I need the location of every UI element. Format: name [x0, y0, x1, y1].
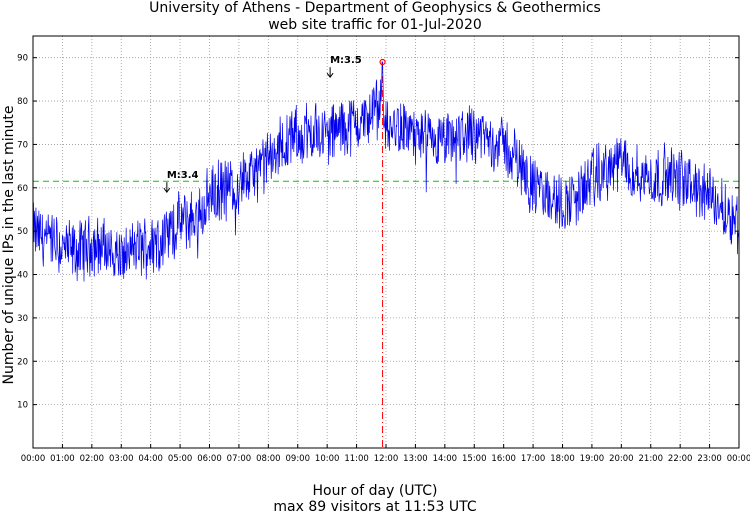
y-tick-label: 30	[17, 314, 28, 324]
x-tick-label: 16:00	[491, 454, 516, 464]
x-tick-label: 06:00	[197, 454, 222, 464]
x-tick-label: 22:00	[668, 454, 693, 464]
x-tick-label: 11:00	[344, 454, 369, 464]
x-tick-label: 18:00	[550, 454, 575, 464]
y-tick-label: 60	[17, 184, 28, 194]
y-tick-label: 80	[17, 97, 28, 107]
x-tick-label: 02:00	[80, 454, 105, 464]
x-tick-label: 15:00	[462, 454, 487, 464]
y-tick-label: 90	[17, 54, 28, 64]
chart-subtitle: web site traffic for 01-Jul-2020	[268, 17, 482, 33]
x-tick-label: 20:00	[609, 454, 634, 464]
x-tick-label: 14:00	[433, 454, 458, 464]
chart-title: University of Athens - Department of Geo…	[149, 0, 601, 16]
x-tick-label: 05:00	[168, 454, 193, 464]
y-tick-label: 50	[17, 227, 28, 237]
x-tick-label: 01:00	[50, 454, 75, 464]
x-tick-label: 03:00	[109, 454, 134, 464]
max-marker-point	[379, 58, 386, 66]
grid	[33, 36, 739, 448]
x-tick-label: 17:00	[521, 454, 546, 464]
annotation-arrow-head	[163, 187, 171, 193]
x-tick-label: 09:00	[286, 454, 311, 464]
y-tick-label: 70	[17, 140, 28, 150]
annotation-label: M:3.4	[167, 170, 199, 181]
plot-frame	[32, 35, 740, 449]
x-axis-label: Hour of day (UTC)	[312, 483, 438, 499]
y-tick-label: 10	[17, 401, 28, 411]
x-tick-label: 19:00	[580, 454, 605, 464]
x-tick-label: 04:00	[138, 454, 163, 464]
x-tick-label: 10:00	[315, 454, 340, 464]
x-tick-label: 12:00	[374, 454, 399, 464]
annotation-arrow-head	[326, 72, 334, 79]
x-axis-ticks: 00:00 01:00 02:00 03:00 04:00 05:00 06:00 07:00…	[21, 444, 750, 464]
annotation-label: M:3.5	[330, 55, 362, 66]
x-tick-label: 07:00	[227, 454, 252, 464]
x-tick-label: 00:00	[21, 454, 46, 464]
y-tick-label: 40	[17, 271, 28, 281]
x-tick-label: 00:00	[727, 454, 750, 464]
y-tick-label: 20	[17, 357, 28, 367]
x-tick-label: 23:00	[697, 454, 722, 464]
x-tick-label: 21:00	[639, 454, 664, 464]
annotations: M:3.4 M:3.5	[163, 55, 362, 193]
x-tick-label: 13:00	[403, 454, 428, 464]
y-axis-ticks: 10 20 30 40 50 60 70 80 90	[17, 54, 739, 411]
x-tick-label: 08:00	[256, 454, 281, 464]
traffic-series-line	[32, 61, 740, 282]
max-visitors-note: max 89 visitors at 11:53 UTC	[273, 499, 477, 515]
